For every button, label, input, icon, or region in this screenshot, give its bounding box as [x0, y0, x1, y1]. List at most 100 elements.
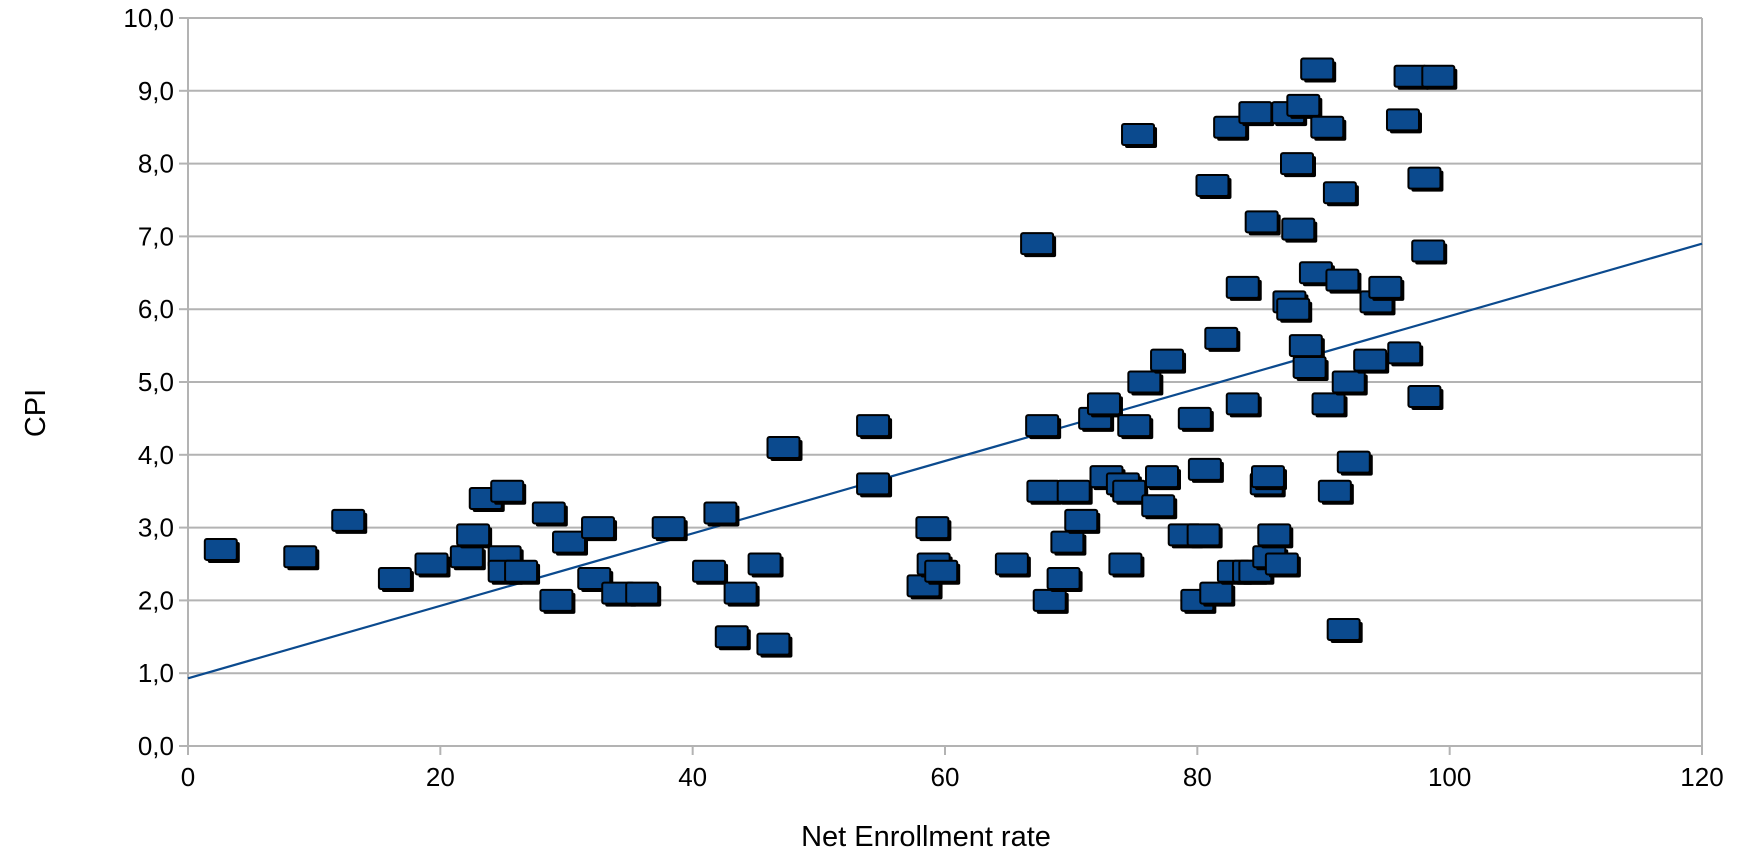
data-point	[1292, 355, 1329, 381]
data-point-marker	[1387, 341, 1422, 365]
data-point	[1213, 115, 1250, 141]
data-point-marker	[1177, 406, 1212, 430]
data-point	[1121, 122, 1158, 148]
data-point	[377, 567, 414, 593]
data-point	[1086, 392, 1123, 418]
x-tick-label: 20	[426, 762, 455, 792]
y-tick-label: 7,0	[138, 221, 174, 251]
data-point-marker	[203, 537, 238, 561]
data-point	[1387, 341, 1424, 367]
data-point	[1353, 348, 1390, 374]
data-point-marker	[581, 516, 616, 540]
data-point	[1050, 530, 1087, 556]
x-tick-label: 100	[1428, 762, 1471, 792]
data-point-marker	[490, 479, 525, 503]
data-point-marker	[1385, 108, 1420, 132]
data-point	[1112, 479, 1149, 505]
data-point	[414, 552, 451, 578]
y-tick-label: 9,0	[138, 76, 174, 106]
data-point	[924, 559, 961, 585]
data-point-marker	[1225, 392, 1260, 416]
data-point	[1186, 523, 1223, 549]
data-point-marker	[1186, 523, 1221, 547]
data-point-marker	[924, 559, 959, 583]
data-point-marker	[1280, 152, 1315, 176]
y-tick-label: 3,0	[138, 513, 174, 543]
data-point-marker	[283, 545, 318, 569]
data-point	[856, 472, 893, 498]
y-tick-label: 4,0	[138, 440, 174, 470]
data-point	[692, 559, 729, 585]
data-point-marker	[1225, 275, 1260, 299]
data-point-marker	[1050, 530, 1085, 554]
data-point	[504, 559, 541, 585]
data-point-marker	[1032, 588, 1067, 612]
data-point-marker	[531, 501, 566, 525]
y-tick-label: 10,0	[123, 3, 174, 33]
data-point	[1145, 465, 1182, 491]
data-point	[994, 552, 1031, 578]
data-point-marker	[994, 552, 1029, 576]
data-point	[1150, 348, 1187, 374]
data-point-marker	[1026, 479, 1061, 503]
data-point	[1020, 232, 1057, 258]
data-point-marker	[552, 530, 587, 554]
data-point-marker	[1281, 217, 1316, 241]
data-point-marker	[1276, 297, 1311, 321]
data-point-marker	[723, 581, 758, 605]
data-point	[915, 516, 952, 542]
data-point	[1056, 479, 1093, 505]
data-point	[1195, 173, 1232, 199]
data-point	[1276, 297, 1313, 323]
x-tick-label: 120	[1680, 762, 1723, 792]
data-point	[1300, 57, 1337, 83]
y-tick-label: 1,0	[138, 658, 174, 688]
data-point-marker	[1368, 275, 1403, 299]
data-point	[539, 588, 576, 614]
data-point	[1264, 552, 1301, 578]
data-point-marker	[714, 625, 749, 649]
data-point-marker	[703, 501, 738, 525]
data-point-marker	[1108, 552, 1143, 576]
data-point-marker	[1322, 181, 1357, 205]
data-point	[1127, 370, 1164, 396]
data-point	[1326, 618, 1363, 644]
data-point-marker	[1250, 465, 1285, 489]
data-point-marker	[1187, 457, 1222, 481]
data-point	[1250, 465, 1287, 491]
data-point-marker	[1317, 479, 1352, 503]
data-point-marker	[1199, 581, 1234, 605]
data-point-marker	[747, 552, 782, 576]
data-point	[1407, 166, 1444, 192]
data-point	[1288, 334, 1325, 360]
data-point-marker	[1292, 355, 1327, 379]
data-point	[1257, 523, 1294, 549]
data-point-marker	[377, 567, 412, 591]
data-point	[331, 508, 368, 534]
data-point-marker	[1127, 370, 1162, 394]
data-point	[1199, 581, 1236, 607]
data-point	[456, 523, 493, 549]
data-point-marker	[856, 414, 891, 438]
data-point	[1411, 239, 1448, 265]
data-point-marker	[1064, 508, 1099, 532]
data-point	[703, 501, 740, 527]
data-point-marker	[1141, 494, 1176, 518]
y-tick-label: 0,0	[138, 731, 174, 761]
data-point	[723, 581, 760, 607]
data-point-marker	[1121, 122, 1156, 146]
data-point	[651, 516, 688, 542]
data-point-marker	[1336, 450, 1371, 474]
data-point-marker	[1407, 166, 1442, 190]
data-point	[1322, 181, 1359, 207]
data-point	[1317, 479, 1354, 505]
data-point-marker	[1331, 370, 1366, 394]
data-point-marker	[1056, 479, 1091, 503]
trend-line	[187, 242, 1703, 680]
data-point-marker	[1244, 210, 1279, 234]
data-point	[1117, 414, 1154, 440]
y-tick-label: 8,0	[138, 149, 174, 179]
trend-layer	[187, 242, 1703, 680]
axes-layer	[179, 17, 1703, 755]
data-point	[1244, 210, 1281, 236]
